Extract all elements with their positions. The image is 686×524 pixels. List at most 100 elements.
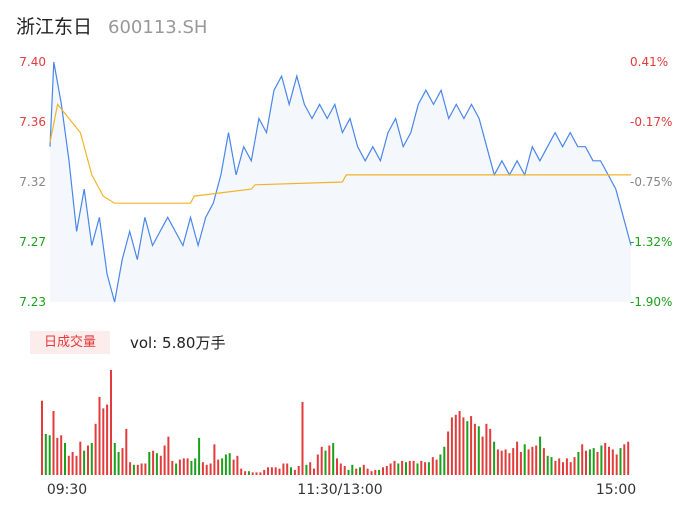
volume-bar — [473, 423, 476, 475]
volume-bar — [163, 445, 166, 475]
volume-bar — [577, 452, 580, 475]
volume-bar — [255, 472, 258, 475]
volume-bar — [190, 460, 193, 475]
percent-tick-label: -1.32% — [630, 235, 672, 249]
volume-bar — [447, 431, 450, 475]
volume-bar — [359, 467, 361, 475]
volume-bar — [592, 448, 595, 475]
volume-bar — [382, 467, 384, 475]
price-line — [49, 61, 632, 303]
volume-bar — [236, 455, 239, 475]
volume-bar — [623, 444, 626, 475]
volume-bar — [408, 460, 411, 475]
volume-bar — [485, 423, 488, 475]
volume-bar — [240, 468, 243, 475]
volume-bar — [198, 437, 201, 475]
volume-bar — [194, 458, 197, 475]
volume-bar — [244, 471, 247, 475]
volume-bar — [508, 453, 511, 475]
volume-bar — [596, 452, 599, 475]
volume-bar — [144, 463, 147, 475]
volume-bar — [270, 467, 273, 475]
volume-bar — [152, 450, 155, 475]
volume-bar — [569, 462, 572, 475]
volume-bar — [136, 464, 139, 475]
volume-bar — [48, 435, 51, 475]
volume-bar — [435, 459, 438, 475]
volume-bar — [309, 462, 312, 475]
volume-bar — [217, 459, 220, 475]
volume-bar — [362, 464, 365, 475]
volume-bar — [370, 471, 373, 475]
time-tick-label: 09:30 — [47, 482, 87, 498]
stock-name: 浙江东日 — [16, 16, 93, 38]
volume-bar — [167, 436, 170, 475]
volume-bar — [247, 471, 250, 475]
stock-code: 600113.SH — [108, 17, 208, 38]
volume-bar — [232, 459, 235, 475]
volume-bar — [416, 463, 419, 475]
volume-bar — [466, 421, 469, 475]
volume-bar — [60, 435, 63, 475]
volume-bar — [535, 445, 538, 475]
volume-bar — [328, 445, 331, 475]
volume-tab[interactable]: 日成交量 — [30, 331, 110, 354]
volume-bar — [263, 469, 266, 475]
volume-bar — [565, 458, 568, 475]
volume-bar — [155, 453, 158, 475]
volume-bar — [267, 467, 269, 475]
volume-bar — [286, 463, 289, 475]
time-axis-labels: 09:30 11:30/13:00 15:00 — [47, 482, 636, 498]
volume-bar — [412, 460, 415, 475]
volume-bar — [619, 448, 622, 475]
volume-bar — [389, 463, 392, 475]
volume-bar — [251, 472, 254, 475]
volume-bar — [458, 411, 461, 475]
volume-bar — [397, 463, 400, 475]
time-tick-label: 11:30/13:00 — [297, 482, 382, 498]
volume-bar — [347, 469, 350, 475]
volume-bar — [178, 459, 181, 475]
volume-bar — [489, 428, 492, 475]
volume-bar — [573, 457, 576, 475]
volume-bar — [604, 443, 607, 475]
volume-bar — [205, 464, 208, 475]
volume-bar — [324, 450, 327, 475]
volume-bar — [278, 468, 281, 475]
volume-bar — [615, 454, 618, 475]
volume-bar — [297, 466, 300, 475]
volume-bar — [67, 455, 70, 475]
percent-tick-label: -1.90% — [630, 295, 672, 309]
volume-bar — [512, 448, 515, 475]
price-axis-labels: 7.40 0.41% 7.36 -0.17% 7.32 -0.75% 7.27 -1.32% 7… — [19, 55, 672, 309]
price-tick-label: 7.40 — [19, 55, 46, 69]
volume-bar — [274, 467, 277, 475]
volume-bar — [527, 449, 530, 475]
volume-bar — [282, 463, 285, 475]
price-tick-label: 7.32 — [19, 175, 46, 189]
volume-bar — [117, 452, 120, 475]
volume-bar — [539, 436, 542, 475]
volume-bar — [301, 402, 304, 475]
volume-bar — [159, 455, 162, 475]
volume-bar — [201, 462, 204, 475]
volume-bar — [125, 428, 128, 475]
volume-bar — [106, 404, 109, 475]
volume-bar — [52, 411, 55, 475]
volume-bar — [41, 400, 43, 475]
time-tick-label: 15:00 — [596, 482, 636, 498]
volume-bar — [132, 464, 135, 475]
volume-bar — [290, 467, 292, 475]
volume-bar — [401, 460, 404, 475]
volume-bar — [44, 434, 47, 475]
volume-bar — [305, 464, 308, 475]
volume-bar — [531, 446, 534, 475]
volume-bar — [351, 464, 354, 475]
volume-bar — [481, 436, 484, 475]
average-line — [49, 103, 631, 204]
volume-bar — [90, 443, 93, 475]
volume-bar — [336, 458, 338, 475]
volume-bar — [611, 449, 614, 475]
volume-bar — [171, 460, 174, 475]
